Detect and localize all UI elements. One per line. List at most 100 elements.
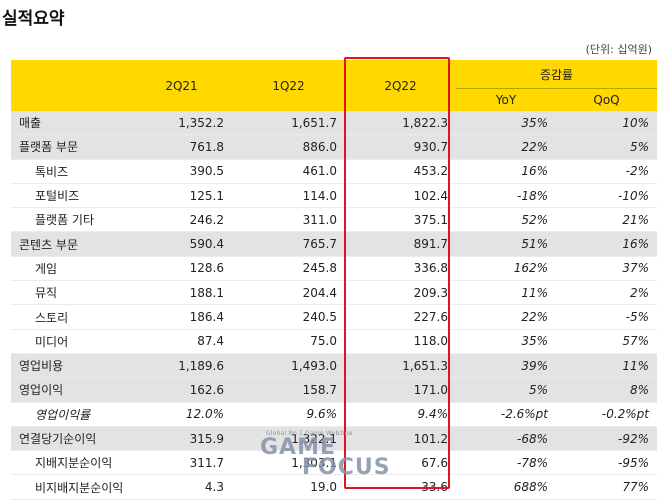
row-label: 플랫폼 기타: [11, 207, 131, 233]
value-2q22: 891.7: [345, 231, 456, 257]
table-row: 스토리 186.4 240.5 227.6 22% -5%: [11, 304, 657, 330]
summary-table: 2Q21 1Q22 2Q22 증감률 YoY QoQ 매출 1,352.2 1,65…: [11, 60, 657, 500]
value-qoq: -95%: [556, 450, 657, 476]
table-row: 톡비즈 390.5 461.0 453.2 16% -2%: [11, 159, 657, 184]
table-row: 지배지분순이익 311.7 1,303.1 67.6 -78% -95%: [11, 450, 657, 476]
value-2q22: 171.0: [345, 377, 456, 403]
value-1q22: 765.7: [232, 231, 345, 257]
value-yoy: 52%: [456, 207, 556, 233]
table-row: 게임 128.6 245.8 336.8 162% 37%: [11, 256, 657, 282]
table-row: 영업이익률 12.0% 9.6% 9.4% -2.6%pt -0.2%pt: [11, 402, 657, 427]
value-1q22: 1,651.7: [232, 111, 345, 136]
table-row: 미디어 87.4 75.0 118.0 35% 57%: [11, 329, 657, 354]
row-label: 톡비즈: [11, 159, 131, 184]
value-2q21: 1,352.2: [131, 111, 232, 136]
value-2q21: 311.7: [131, 450, 232, 476]
header-period-3: 2Q22: [345, 60, 456, 111]
value-1q22: 1,322.1: [232, 426, 345, 452]
value-2q21: 188.1: [131, 280, 232, 306]
value-qoq: -2%: [556, 159, 657, 184]
value-qoq: -10%: [556, 183, 657, 209]
value-1q22: 204.4: [232, 280, 345, 306]
value-yoy: 16%: [456, 159, 556, 184]
row-label: 지배지분순이익: [11, 450, 131, 476]
row-label: 미디어: [11, 329, 131, 354]
value-1q22: 1,303.1: [232, 450, 345, 476]
value-yoy: -2.6%pt: [456, 402, 556, 427]
value-2q22: 209.3: [345, 280, 456, 306]
row-label: 영업이익률: [11, 402, 131, 427]
value-1q22: 9.6%: [232, 402, 345, 427]
value-1q22: 114.0: [232, 183, 345, 209]
value-qoq: 5%: [556, 134, 657, 160]
value-yoy: 22%: [456, 134, 556, 160]
value-1q22: 240.5: [232, 304, 345, 330]
value-qoq: 8%: [556, 377, 657, 403]
value-1q22: 158.7: [232, 377, 345, 403]
row-label: 콘텐츠 부문: [11, 231, 131, 257]
value-2q22: 375.1: [345, 207, 456, 233]
value-2q21: 246.2: [131, 207, 232, 233]
page-title: 실적요약: [2, 9, 65, 29]
value-2q22: 1,651.3: [345, 353, 456, 379]
value-2q22: 9.4%: [345, 402, 456, 427]
value-yoy: 5%: [456, 377, 556, 403]
value-qoq: -0.2%pt: [556, 402, 657, 427]
value-1q22: 75.0: [232, 329, 345, 354]
table-row: 포털비즈 125.1 114.0 102.4 -18% -10%: [11, 183, 657, 209]
header-qoq: QoQ: [556, 88, 657, 111]
value-qoq: 16%: [556, 231, 657, 257]
row-label: 연결당기순이익: [11, 426, 131, 452]
row-label: 뮤직: [11, 280, 131, 306]
row-label: 영업이익: [11, 377, 131, 403]
value-yoy: 162%: [456, 256, 556, 282]
value-yoy: 39%: [456, 353, 556, 379]
value-yoy: 11%: [456, 280, 556, 306]
row-label: 플랫폼 부문: [11, 134, 131, 160]
value-yoy: 35%: [456, 111, 556, 136]
value-2q21: 186.4: [131, 304, 232, 330]
table-row: 영업이익 162.6 158.7 171.0 5% 8%: [11, 377, 657, 403]
value-1q22: 1,493.0: [232, 353, 345, 379]
value-qoq: 11%: [556, 353, 657, 379]
table-row: 뮤직 188.1 204.4 209.3 11% 2%: [11, 280, 657, 306]
value-1q22: 461.0: [232, 159, 345, 184]
value-qoq: 37%: [556, 256, 657, 282]
value-qoq: 57%: [556, 329, 657, 354]
header-period-2: 1Q22: [232, 60, 345, 111]
value-1q22: 886.0: [232, 134, 345, 160]
value-qoq: 2%: [556, 280, 657, 306]
value-1q22: 245.8: [232, 256, 345, 282]
header-yoy: YoY: [456, 88, 556, 111]
header-period-1: 2Q21: [131, 60, 232, 111]
value-yoy: -78%: [456, 450, 556, 476]
value-yoy: 22%: [456, 304, 556, 330]
value-1q22: 19.0: [232, 474, 345, 500]
value-yoy: -18%: [456, 183, 556, 209]
value-2q22: 102.4: [345, 183, 456, 209]
table-row: 영업비용 1,189.6 1,493.0 1,651.3 39% 11%: [11, 353, 657, 379]
value-qoq: -5%: [556, 304, 657, 330]
table-row: 플랫폼 부문 761.8 886.0 930.7 22% 5%: [11, 134, 657, 160]
value-qoq: 10%: [556, 111, 657, 136]
row-label: 게임: [11, 256, 131, 282]
value-2q21: 390.5: [131, 159, 232, 184]
value-2q22: 118.0: [345, 329, 456, 354]
value-2q21: 162.6: [131, 377, 232, 403]
value-2q22: 101.2: [345, 426, 456, 452]
value-2q21: 125.1: [131, 183, 232, 209]
table-row: 연결당기순이익 315.9 1,322.1 101.2 -68% -92%: [11, 426, 657, 452]
value-2q22: 930.7: [345, 134, 456, 160]
value-qoq: -92%: [556, 426, 657, 452]
row-label: 포털비즈: [11, 183, 131, 209]
value-yoy: 35%: [456, 329, 556, 354]
table-row: 비지배지분순이익 4.3 19.0 33.6 688% 77%: [11, 474, 657, 500]
value-2q22: 453.2: [345, 159, 456, 184]
value-2q21: 128.6: [131, 256, 232, 282]
value-yoy: 51%: [456, 231, 556, 257]
value-2q22: 67.6: [345, 450, 456, 476]
value-2q21: 87.4: [131, 329, 232, 354]
value-2q21: 12.0%: [131, 402, 232, 427]
header-growth: 증감률: [456, 60, 657, 89]
value-2q22: 227.6: [345, 304, 456, 330]
